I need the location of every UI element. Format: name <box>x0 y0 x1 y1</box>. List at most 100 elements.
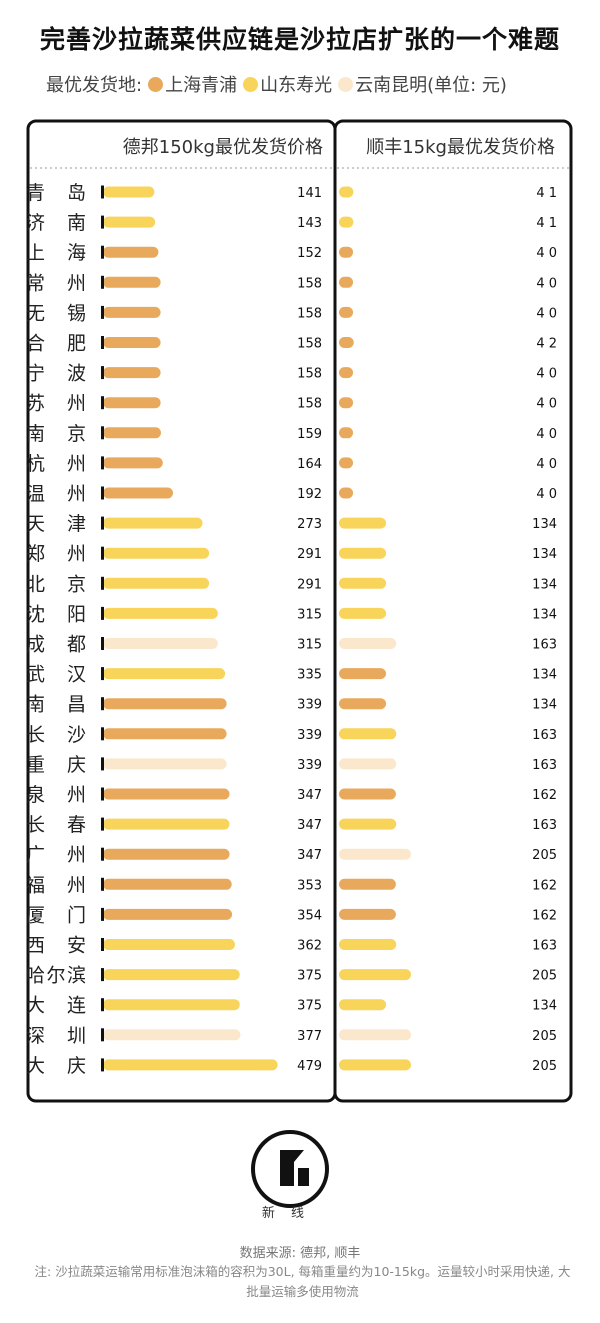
bar-start-tick <box>101 907 104 921</box>
debang-bar <box>103 337 161 348</box>
bar-start-tick <box>101 396 104 410</box>
shunfeng-value: 4 2 <box>536 337 557 352</box>
shunfeng-bar <box>339 276 354 288</box>
shunfeng-value: 163 <box>532 939 557 954</box>
city-label: 哈尔滨 <box>26 965 86 987</box>
debang-value: 479 <box>297 1059 322 1074</box>
debang-value: 354 <box>297 908 322 923</box>
shunfeng-bar <box>339 969 411 981</box>
bar-start-tick <box>101 727 104 741</box>
debang-value: 158 <box>297 306 322 321</box>
price-chart: 德邦150kg最优发货价格 顺丰15kg最优发货价格 青岛 141 4 1 济南 143… <box>26 119 573 1103</box>
shunfeng-value: 134 <box>532 698 557 713</box>
shunfeng-value: 134 <box>532 999 557 1014</box>
debang-value: 158 <box>297 397 322 412</box>
debang-value: 347 <box>297 818 322 833</box>
shunfeng-value: 205 <box>532 969 557 984</box>
debang-bar <box>103 306 161 318</box>
debang-bar <box>103 427 161 439</box>
shunfeng-bar <box>339 1029 411 1041</box>
shunfeng-value: 4 0 <box>536 246 557 261</box>
bar-start-tick <box>101 877 104 891</box>
shunfeng-value: 134 <box>532 668 557 683</box>
debang-bar <box>103 517 203 529</box>
debang-value: 353 <box>297 878 322 893</box>
shunfeng-value: 163 <box>532 818 557 833</box>
shunfeng-bar <box>339 939 397 950</box>
city-label: 南京 <box>26 423 86 445</box>
bar-start-tick <box>101 336 104 349</box>
shunfeng-value: 134 <box>532 577 557 592</box>
debang-value: 143 <box>297 216 322 231</box>
debang-bar <box>103 848 230 860</box>
shunfeng-bar <box>339 337 354 348</box>
bar-start-tick <box>101 998 104 1012</box>
debang-value: 273 <box>297 517 322 532</box>
shunfeng-bar <box>339 878 396 890</box>
city-label: 福州 <box>26 874 86 896</box>
bar-start-tick <box>101 516 104 530</box>
logo-label: 新 线 <box>261 1206 311 1221</box>
debang-value: 152 <box>297 246 322 261</box>
city-label: 西安 <box>26 935 86 957</box>
legend-prefix: 最优发货地: <box>46 75 143 96</box>
debang-value: 315 <box>297 638 322 653</box>
shunfeng-bar <box>339 728 397 740</box>
bar-start-tick <box>101 215 104 229</box>
bar-start-tick <box>101 637 104 650</box>
bar-start-tick <box>101 486 104 500</box>
city-label: 成都 <box>26 634 86 656</box>
bar-start-tick <box>101 667 104 681</box>
xinxian-logo <box>251 1130 329 1208</box>
debang-bar <box>103 607 218 619</box>
shunfeng-bar <box>339 246 354 258</box>
debang-bar <box>103 1029 241 1041</box>
city-label: 杭州 <box>26 453 86 475</box>
shunfeng-bar <box>339 427 354 439</box>
shunfeng-bar <box>339 638 397 649</box>
debang-value: 159 <box>297 427 322 442</box>
legend-unit: (单位: 元) <box>427 75 507 96</box>
city-label: 苏州 <box>26 393 86 415</box>
legend-swatch-shandong <box>243 76 259 92</box>
shunfeng-value: 4 1 <box>536 216 557 231</box>
shunfeng-value: 4 0 <box>536 487 557 502</box>
city-label: 济南 <box>26 212 86 234</box>
shunfeng-value: 162 <box>532 908 557 923</box>
shunfeng-bar <box>339 487 354 499</box>
debang-value: 339 <box>297 758 322 773</box>
shunfeng-bar <box>339 306 354 318</box>
bar-start-tick <box>101 938 104 951</box>
debang-bar <box>103 698 227 710</box>
debang-value: 377 <box>297 1029 322 1044</box>
debang-bar <box>103 276 161 288</box>
debang-bar <box>103 487 173 499</box>
debang-value: 339 <box>297 698 322 713</box>
shunfeng-bar <box>339 668 387 680</box>
debang-bar <box>103 367 161 379</box>
shunfeng-value: 4 0 <box>536 397 557 412</box>
debang-bar <box>103 668 226 680</box>
city-label: 常州 <box>26 272 86 294</box>
legend: 最优发货地: 上海青浦 山东寿光 云南昆明 (单位: 元) <box>46 70 507 98</box>
city-label: 合肥 <box>26 333 86 355</box>
shunfeng-value: 162 <box>532 878 557 893</box>
city-label: 沈阳 <box>26 603 86 625</box>
bar-start-tick <box>101 1058 104 1072</box>
debang-bar <box>103 999 240 1011</box>
debang-value: 192 <box>297 487 322 502</box>
debang-bar <box>103 939 235 950</box>
shunfeng-bar <box>339 758 397 770</box>
debang-value: 375 <box>297 999 322 1014</box>
shunfeng-value: 4 0 <box>536 457 557 472</box>
debang-bar <box>103 788 230 800</box>
shunfeng-bar <box>339 698 387 710</box>
bar-start-tick <box>101 366 104 380</box>
shunfeng-value: 163 <box>532 758 557 773</box>
city-label: 广州 <box>26 844 86 866</box>
shunfeng-bar <box>339 397 354 409</box>
city-label: 青岛 <box>26 182 86 204</box>
debang-bar <box>103 246 159 258</box>
debang-bar <box>103 638 218 649</box>
city-label: 温州 <box>26 483 86 505</box>
